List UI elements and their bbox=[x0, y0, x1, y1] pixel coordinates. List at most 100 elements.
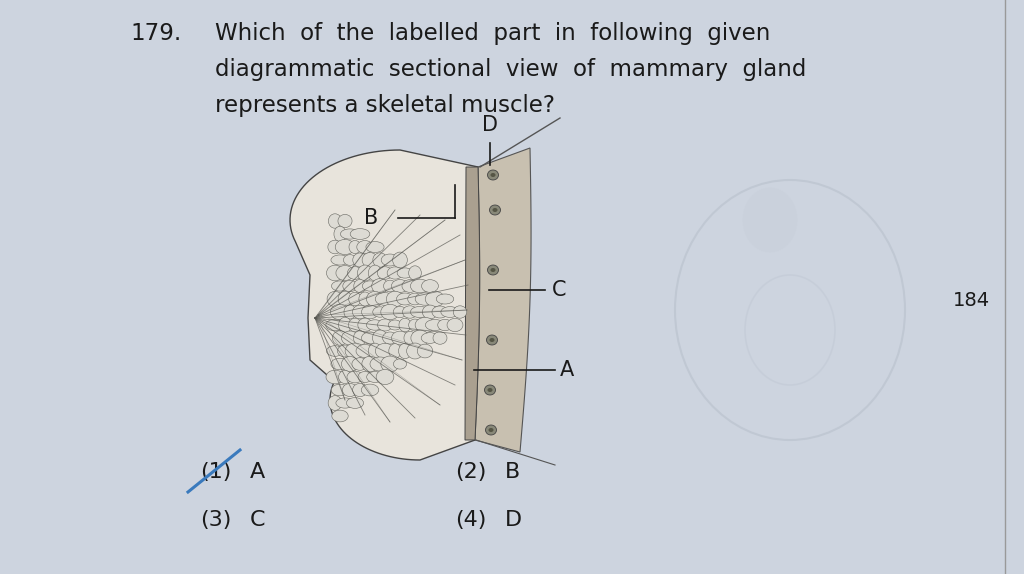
Ellipse shape bbox=[393, 359, 407, 369]
Text: 179.: 179. bbox=[130, 22, 181, 45]
Ellipse shape bbox=[338, 291, 352, 307]
Ellipse shape bbox=[397, 268, 413, 278]
Ellipse shape bbox=[331, 304, 349, 320]
Ellipse shape bbox=[392, 252, 408, 268]
Ellipse shape bbox=[347, 267, 362, 280]
Ellipse shape bbox=[484, 385, 496, 395]
Ellipse shape bbox=[327, 346, 343, 356]
Ellipse shape bbox=[372, 278, 388, 293]
Ellipse shape bbox=[373, 330, 387, 346]
Ellipse shape bbox=[377, 267, 392, 280]
Text: B: B bbox=[505, 462, 520, 482]
Text: C: C bbox=[250, 510, 265, 530]
Ellipse shape bbox=[387, 267, 402, 279]
Ellipse shape bbox=[353, 331, 367, 345]
Ellipse shape bbox=[332, 281, 348, 291]
Ellipse shape bbox=[489, 338, 495, 342]
Ellipse shape bbox=[381, 356, 399, 372]
Ellipse shape bbox=[331, 255, 349, 265]
Ellipse shape bbox=[331, 384, 349, 396]
Text: (1): (1) bbox=[200, 462, 231, 482]
Ellipse shape bbox=[339, 317, 351, 333]
Ellipse shape bbox=[403, 331, 416, 345]
Ellipse shape bbox=[375, 293, 395, 305]
Ellipse shape bbox=[383, 332, 397, 344]
Ellipse shape bbox=[353, 280, 367, 293]
Ellipse shape bbox=[349, 292, 361, 306]
Ellipse shape bbox=[493, 208, 498, 212]
Ellipse shape bbox=[376, 343, 394, 359]
Ellipse shape bbox=[437, 319, 453, 331]
Ellipse shape bbox=[350, 228, 370, 239]
Ellipse shape bbox=[418, 344, 433, 358]
Ellipse shape bbox=[487, 388, 493, 392]
Ellipse shape bbox=[381, 254, 398, 266]
Ellipse shape bbox=[490, 268, 496, 272]
Ellipse shape bbox=[411, 330, 429, 346]
Ellipse shape bbox=[402, 280, 418, 292]
Ellipse shape bbox=[339, 370, 351, 383]
Ellipse shape bbox=[361, 332, 379, 344]
Ellipse shape bbox=[396, 293, 414, 305]
Ellipse shape bbox=[742, 188, 798, 253]
Text: D: D bbox=[505, 510, 522, 530]
Text: (2): (2) bbox=[455, 462, 486, 482]
Text: represents a skeletal muscle?: represents a skeletal muscle? bbox=[215, 94, 555, 117]
Ellipse shape bbox=[408, 293, 422, 305]
Ellipse shape bbox=[425, 320, 444, 331]
Ellipse shape bbox=[486, 335, 498, 345]
Ellipse shape bbox=[393, 307, 407, 317]
Text: D: D bbox=[482, 115, 498, 135]
Ellipse shape bbox=[436, 294, 454, 304]
Text: Which  of  the  labelled  part  in  following  given: Which of the labelled part in following … bbox=[215, 22, 770, 45]
Ellipse shape bbox=[327, 265, 343, 281]
Ellipse shape bbox=[398, 343, 412, 359]
Ellipse shape bbox=[425, 292, 444, 307]
Text: B: B bbox=[364, 208, 378, 228]
Ellipse shape bbox=[409, 266, 421, 280]
Ellipse shape bbox=[342, 383, 357, 397]
Ellipse shape bbox=[421, 333, 439, 343]
Ellipse shape bbox=[346, 398, 364, 408]
Text: (3): (3) bbox=[200, 510, 231, 530]
Ellipse shape bbox=[366, 242, 384, 253]
Ellipse shape bbox=[411, 279, 430, 293]
Ellipse shape bbox=[361, 384, 379, 396]
Ellipse shape bbox=[490, 173, 496, 177]
Ellipse shape bbox=[447, 319, 463, 332]
Ellipse shape bbox=[352, 253, 368, 267]
Ellipse shape bbox=[488, 428, 494, 432]
Ellipse shape bbox=[361, 305, 379, 319]
Ellipse shape bbox=[333, 331, 347, 345]
Ellipse shape bbox=[386, 291, 403, 307]
Ellipse shape bbox=[389, 344, 401, 358]
Ellipse shape bbox=[422, 305, 437, 319]
Ellipse shape bbox=[341, 356, 358, 371]
Ellipse shape bbox=[376, 370, 394, 385]
Ellipse shape bbox=[328, 240, 342, 254]
Ellipse shape bbox=[338, 215, 352, 228]
Ellipse shape bbox=[362, 253, 378, 267]
Ellipse shape bbox=[328, 395, 342, 410]
Text: (4): (4) bbox=[455, 510, 486, 530]
Text: A: A bbox=[560, 360, 574, 380]
Ellipse shape bbox=[373, 253, 387, 267]
Ellipse shape bbox=[485, 425, 497, 435]
Ellipse shape bbox=[341, 331, 358, 345]
Ellipse shape bbox=[411, 307, 429, 317]
Ellipse shape bbox=[367, 292, 384, 307]
Ellipse shape bbox=[336, 266, 354, 281]
Ellipse shape bbox=[331, 358, 349, 370]
Ellipse shape bbox=[336, 398, 354, 408]
Ellipse shape bbox=[367, 320, 384, 330]
Ellipse shape bbox=[344, 305, 356, 319]
Ellipse shape bbox=[407, 343, 423, 359]
Ellipse shape bbox=[415, 293, 435, 305]
Ellipse shape bbox=[327, 292, 343, 307]
Ellipse shape bbox=[335, 239, 354, 254]
Polygon shape bbox=[290, 150, 479, 460]
Ellipse shape bbox=[454, 306, 467, 318]
Ellipse shape bbox=[409, 319, 421, 331]
Ellipse shape bbox=[340, 229, 359, 239]
Ellipse shape bbox=[356, 344, 374, 358]
